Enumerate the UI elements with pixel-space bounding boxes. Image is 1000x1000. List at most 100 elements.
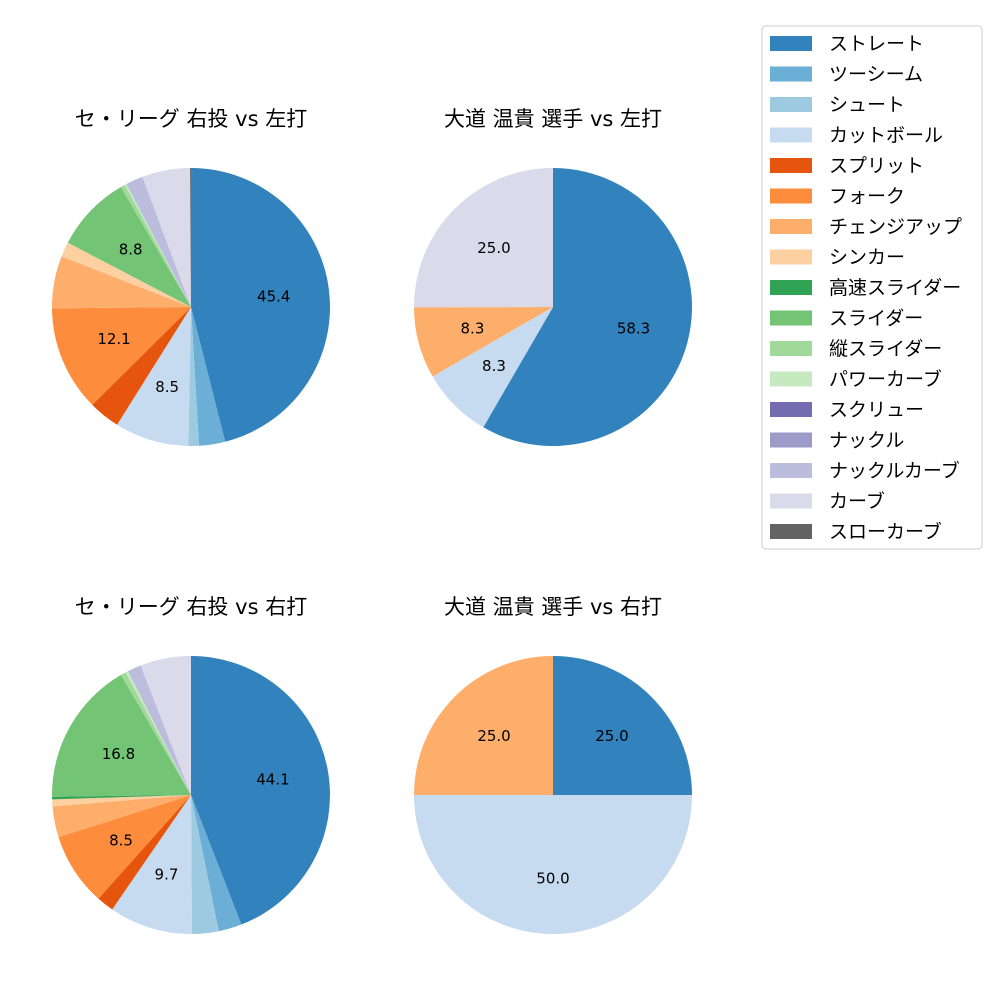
legend-label: 縦スライダー: [829, 338, 942, 360]
legend-label: 高速スライダー: [829, 277, 961, 299]
pie-slice: [61, 242, 192, 307]
legend-swatch: [770, 219, 812, 234]
legend-item: シュート: [770, 94, 905, 116]
legend-item: スローカーブ: [770, 520, 942, 543]
pie-slice: [432, 307, 553, 428]
pie-slice: [191, 656, 330, 925]
legend-label: カーブ: [829, 490, 885, 513]
slice-label: 8.5: [155, 378, 179, 396]
pie-slice: [120, 184, 191, 307]
pie-slice: [191, 307, 226, 446]
legend-item: フォーク: [770, 186, 905, 208]
legend-label: スローカーブ: [829, 520, 942, 543]
slice-label: 45.4: [257, 288, 290, 306]
pie-slice: [52, 795, 191, 838]
slice-label: 58.3: [617, 320, 650, 338]
legend-item: 高速スライダー: [770, 277, 961, 299]
pie-slice: [191, 168, 331, 442]
legend-item: カットボール: [770, 125, 943, 147]
pie-slice: [98, 795, 191, 910]
chart-title: 大道 温貴 選手 vs 左打: [444, 107, 662, 131]
legend-label: シンカー: [829, 247, 905, 269]
pie-slice: [483, 168, 693, 447]
pie-slice: [52, 307, 192, 405]
chart-title: 大道 温貴 選手 vs 右打: [444, 595, 662, 619]
pie-slice: [120, 672, 191, 795]
pie-slice: [67, 186, 191, 307]
legend-label: フォーク: [829, 186, 905, 208]
legend-label: チェンジアップ: [829, 216, 962, 238]
chart-title: セ・リーグ 右投 vs 右打: [75, 595, 307, 619]
legend-item: スプリット: [770, 155, 924, 177]
legend-label: ナックル: [829, 430, 904, 452]
legend-swatch: [770, 249, 812, 265]
pie-slice: [52, 256, 192, 309]
legend-swatch: [770, 371, 812, 387]
pie-slice: [414, 307, 553, 377]
pie-slice: [127, 665, 191, 795]
pie-slice: [58, 795, 191, 899]
pie-chart-4: 大道 温貴 選手 vs 右打 25.0 50.0 25.0: [414, 595, 692, 934]
slice-label: 25.0: [477, 239, 510, 257]
slice-label: 9.7: [155, 866, 179, 884]
legend-swatch: [770, 402, 812, 417]
pie-slice: [126, 176, 191, 307]
legend-label: スライダー: [829, 308, 923, 330]
legend-swatch: [770, 463, 812, 478]
slice-label: 25.0: [595, 727, 628, 745]
slice-label: 8.5: [109, 831, 133, 849]
pie-slice: [188, 307, 199, 446]
legend-swatch: [770, 280, 812, 295]
pie-slice: [125, 671, 191, 795]
legend-label: スクリュー: [829, 399, 924, 421]
pie-slice: [92, 307, 191, 425]
legend-swatch: [770, 66, 812, 82]
pie-slice: [52, 795, 191, 807]
legend-swatch: [770, 310, 812, 326]
legend-frame: [761, 25, 983, 550]
legend-item: ツーシーム: [770, 64, 923, 86]
pie-slice: [191, 795, 242, 932]
legend-label: スプリット: [829, 155, 924, 177]
legend-swatch: [770, 36, 812, 51]
legend-label: ナックルカーブ: [829, 459, 960, 482]
slice-label: 12.1: [97, 330, 130, 348]
pie-slice: [140, 656, 191, 795]
legend-item: ナックルカーブ: [770, 459, 960, 482]
pie-slice: [117, 307, 191, 446]
slice-label: 8.3: [482, 357, 506, 375]
chart-title: セ・リーグ 右投 vs 左打: [75, 107, 307, 131]
slice-label: 50.0: [536, 869, 569, 887]
pie-slice: [52, 795, 192, 800]
pie-slice: [553, 656, 692, 795]
legend-item: チェンジアップ: [770, 216, 962, 238]
slice-label: 8.3: [461, 320, 485, 338]
legend-label: ツーシーム: [829, 64, 923, 86]
legend-item: カーブ: [770, 490, 885, 513]
legend-swatch: [770, 188, 812, 204]
legend-swatch: [770, 524, 812, 539]
legend-swatch: [770, 432, 812, 448]
legend-item: スライダー: [770, 308, 923, 330]
pie-slice: [112, 795, 192, 934]
legend-label: ストレート: [829, 33, 924, 55]
legend-item: パワーカーブ: [770, 368, 942, 391]
legend-label: カットボール: [829, 125, 943, 147]
slice-label: 16.8: [102, 745, 135, 763]
pie-slice: [190, 168, 191, 307]
slice-label: 8.8: [119, 240, 143, 258]
legend: ストレートツーシームシュートカットボールスプリットフォークチェンジアップシンカー…: [761, 25, 983, 550]
pie-slice: [142, 168, 191, 307]
pie-slice: [124, 183, 191, 307]
legend-item: ストレート: [770, 33, 924, 55]
pie-slice: [52, 674, 191, 797]
legend-item: スクリュー: [770, 399, 924, 421]
legend-swatch: [770, 158, 812, 173]
legend-item: 縦スライダー: [770, 338, 942, 360]
legend-label: シュート: [829, 94, 905, 116]
pie-chart-2: 大道 温貴 選手 vs 左打 58.3 8.3 8.3 25.0: [414, 107, 693, 447]
legend-item: シンカー: [770, 247, 905, 269]
legend-swatch: [770, 493, 812, 509]
legend-label: パワーカーブ: [829, 368, 942, 391]
